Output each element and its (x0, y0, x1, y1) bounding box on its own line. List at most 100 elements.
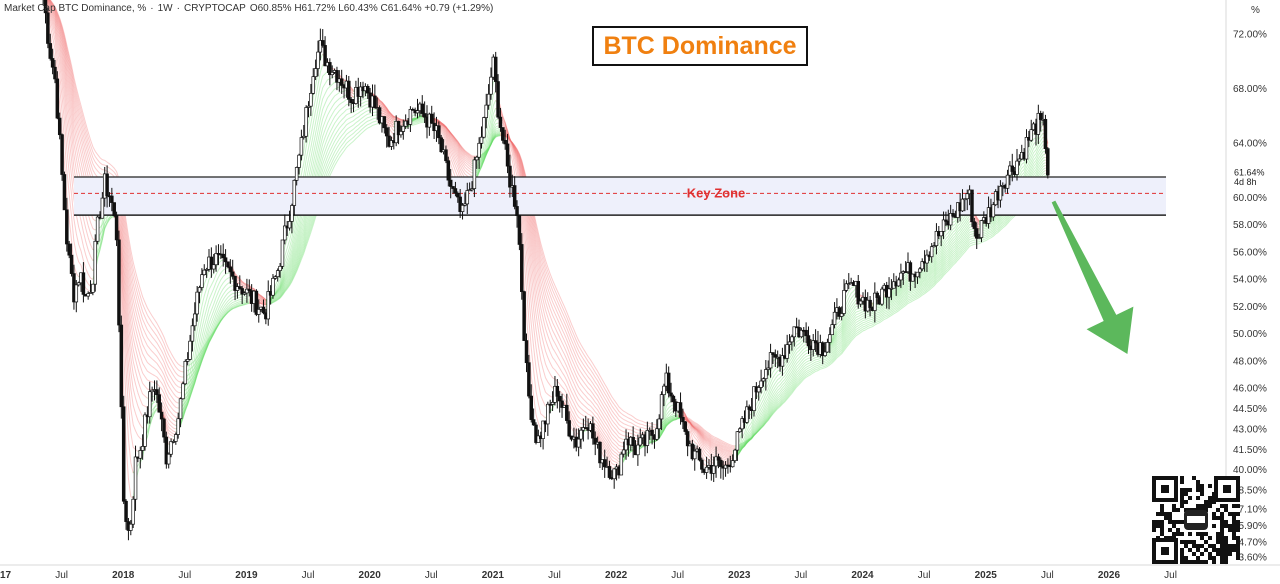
candle-body (685, 431, 690, 447)
candle-body (401, 125, 406, 132)
candle-body (302, 135, 306, 138)
candle-body (366, 86, 370, 94)
candle-body (458, 196, 462, 212)
candle-body (377, 107, 382, 124)
candle-body (254, 290, 259, 315)
candle-body (91, 283, 95, 293)
candle-body (140, 446, 145, 451)
candle-body (306, 105, 311, 108)
candle-body (541, 420, 545, 439)
y-tick-label: 37.10% (1233, 505, 1267, 516)
candle-body (114, 215, 119, 241)
candle-body (780, 355, 785, 367)
candle-body (669, 392, 673, 397)
y-tick-label: 58.00% (1233, 220, 1267, 231)
candle-body (463, 203, 467, 206)
y-tick-label: 35.90% (1233, 521, 1267, 532)
candle-body (974, 228, 979, 239)
candle-body (420, 103, 425, 114)
candle-body (230, 271, 235, 277)
candle-body (470, 188, 474, 191)
candle-body (448, 179, 453, 187)
candle-body (422, 113, 427, 118)
candle-body (756, 387, 761, 393)
candle-body (320, 40, 325, 46)
x-tick-label: 2020 (359, 570, 382, 581)
candle-body (150, 389, 154, 393)
candle-body (508, 165, 512, 188)
symbol-interval: 1W (157, 3, 173, 14)
candle-body (550, 401, 555, 405)
x-tick-label: 2023 (728, 570, 751, 581)
candle-body (1010, 165, 1015, 172)
candle-body (671, 395, 676, 403)
candle-body (240, 288, 244, 295)
candle-body (138, 450, 143, 459)
y-tick-label: 38.50% (1233, 486, 1267, 497)
x-tick-label: 2022 (605, 570, 628, 581)
candle-body (662, 385, 666, 396)
candle-body (972, 221, 977, 229)
candle-body (960, 198, 965, 212)
candle-body (330, 72, 334, 76)
candle-body (979, 220, 984, 238)
candle-body (873, 292, 877, 311)
candle-body (899, 272, 903, 281)
candle-body (524, 340, 529, 364)
chart-title-text: BTC Dominance (603, 31, 797, 60)
candle-body (517, 215, 522, 245)
candle-body (612, 468, 616, 480)
key-zone-label: Key Zone (687, 185, 746, 200)
candle-body (844, 283, 849, 291)
candle-body (512, 185, 517, 207)
candle-body (1036, 112, 1041, 135)
candle-body (76, 282, 81, 286)
candle-body (197, 287, 202, 293)
candle-body (929, 246, 934, 258)
candle-body (60, 134, 64, 175)
candle-body (723, 464, 728, 469)
candle-body (339, 78, 344, 86)
candle-body (1024, 137, 1029, 160)
y-tick-label: 46.00% (1233, 384, 1267, 395)
x-tick-label: Jul (302, 570, 315, 581)
candle-body (181, 383, 185, 400)
candle-body (498, 116, 503, 128)
candle-body (932, 245, 936, 248)
candle-body (650, 429, 654, 436)
candle-body (223, 257, 228, 263)
y-tick-label: 40.00% (1233, 465, 1267, 476)
candle-body (700, 459, 704, 470)
y-tick-label: 60.00% (1233, 193, 1267, 204)
candle-body (830, 324, 834, 336)
candle-body (81, 272, 86, 295)
candle-body (880, 288, 884, 305)
candle-body (408, 108, 413, 125)
candle-body (88, 292, 93, 294)
x-tick-label: 2018 (112, 570, 135, 581)
candle-body (591, 423, 595, 439)
y-tick-label: 56.00% (1233, 247, 1267, 258)
candle-body (505, 143, 510, 167)
price-tag-value: 61.64% (1234, 168, 1265, 178)
candle-body (271, 277, 275, 296)
candle-body (155, 389, 159, 396)
candle-body (399, 131, 403, 136)
x-tick-label: Jul (671, 570, 684, 581)
candle-body (131, 498, 135, 525)
candle-body (335, 70, 339, 83)
candle-body (202, 269, 207, 276)
candle-body (811, 340, 815, 350)
candle-body (323, 45, 327, 67)
candle-body (752, 386, 756, 411)
candle-body (915, 271, 920, 278)
chart-title: BTC Dominance (592, 26, 808, 66)
candle-body (266, 291, 270, 320)
candle-body (792, 326, 797, 338)
y-tick-label: 68.00% (1233, 84, 1267, 95)
candle-body (292, 179, 297, 206)
candle-body (283, 225, 287, 241)
candle-body (963, 198, 967, 201)
candle-body (347, 80, 351, 100)
